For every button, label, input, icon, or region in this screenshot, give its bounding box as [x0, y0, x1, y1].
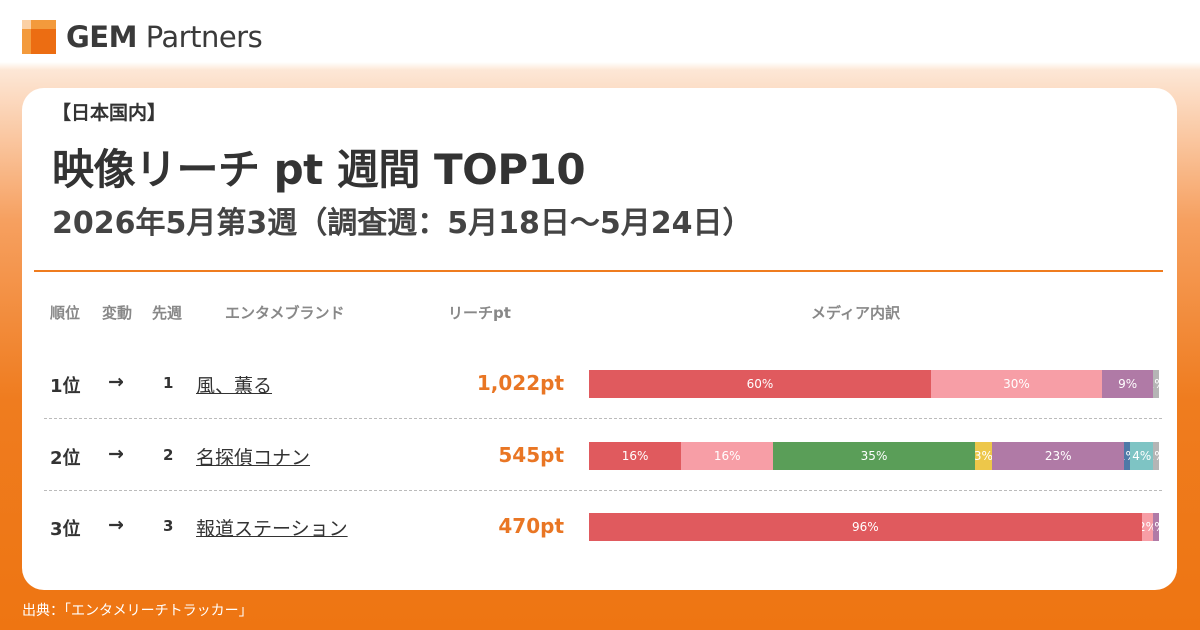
media-segment: 23% — [992, 442, 1125, 470]
brand-link[interactable]: 名探偵コナン — [196, 447, 311, 469]
segment-label: 16% — [621, 449, 649, 463]
column-header-brand: エンタメブランド — [225, 304, 345, 322]
logo-text: GEM Partners — [66, 20, 263, 54]
segment-label: 1% — [1153, 377, 1159, 391]
media-segment: 1% — [1153, 370, 1159, 398]
media-segment: 1% — [1153, 442, 1159, 470]
gem-partners-logo: GEM Partners — [22, 20, 263, 54]
column-header-rank: 順位 — [50, 304, 81, 322]
segment-label: 23% — [1044, 449, 1072, 463]
segment-label: 96% — [852, 520, 879, 534]
rank-cell: 3位 — [50, 519, 81, 540]
media-segment: 9% — [1102, 370, 1154, 398]
media-segment: 1% — [1124, 442, 1131, 470]
reach-value: 1,022pt — [476, 371, 564, 395]
right-arrow-icon: → — [108, 371, 124, 393]
segment-label: 1% — [1153, 520, 1159, 534]
media-segment: 96% — [589, 513, 1142, 541]
prev-rank-cell: 3 — [163, 517, 174, 535]
media-segment: 16% — [681, 442, 774, 470]
segment-label: 4% — [1132, 449, 1152, 463]
segment-label: 35% — [860, 449, 888, 463]
segment-label: 1% — [1124, 449, 1130, 463]
media-segment: 3% — [974, 442, 993, 470]
column-header-change: 変動 — [102, 304, 133, 322]
segment-label: 2% — [1141, 520, 1154, 534]
segment-label: 3% — [974, 449, 993, 463]
row-divider — [44, 490, 1162, 491]
week-subtitle: 2026年5月第3週（調査週：5月18日～5月24日） — [52, 206, 753, 241]
reach-value: 470pt — [498, 514, 564, 538]
column-header-reach: リーチpt — [448, 304, 511, 322]
media-segment: 60% — [589, 370, 931, 398]
media-segment: 1% — [1153, 513, 1159, 541]
reach-value: 545pt — [498, 443, 564, 467]
segment-label: 9% — [1118, 377, 1138, 391]
segment-label: 30% — [1003, 377, 1030, 391]
segment-label: 60% — [746, 377, 774, 391]
orange-divider — [34, 270, 1163, 272]
row-divider — [44, 418, 1162, 419]
rank-cell: 2位 — [50, 448, 81, 469]
source-footer: 出典：「エンタメリーチトラッカー」 — [22, 603, 253, 619]
brand-link[interactable]: 風、薫る — [196, 375, 273, 397]
ranking-card: 【日本国内】 映像リーチ pt 週間 TOP10 2026年5月第3週（調査週：… — [22, 88, 1177, 590]
logo-square-icon — [22, 20, 56, 54]
right-arrow-icon: → — [108, 443, 124, 465]
media-breakdown-bar: 16% 16% 35% 3% 23% 1%4%1% — [589, 442, 1159, 470]
right-arrow-icon: → — [108, 514, 124, 536]
media-breakdown-bar: 60% 30% 9% 1% — [589, 370, 1159, 398]
region-tag: 【日本国内】 — [52, 102, 167, 124]
media-segment: 4% — [1130, 442, 1154, 470]
segment-label: 16% — [713, 449, 741, 463]
rank-cell: 1位 — [50, 376, 81, 397]
media-segment: 2% — [1141, 513, 1154, 541]
media-breakdown-bar: 96% 2%1% — [589, 513, 1159, 541]
prev-rank-cell: 2 — [163, 446, 174, 464]
column-header-prev: 先週 — [152, 304, 183, 322]
media-segment: 16% — [589, 442, 682, 470]
segment-label: 1% — [1153, 449, 1159, 463]
brand-link[interactable]: 報道ステーション — [196, 518, 348, 540]
prev-rank-cell: 1 — [163, 374, 174, 392]
media-segment: 30% — [931, 370, 1102, 398]
column-header-media: メディア内訳 — [811, 304, 900, 322]
media-segment: 35% — [773, 442, 975, 470]
page-title: 映像リーチ pt 週間 TOP10 — [52, 145, 586, 194]
